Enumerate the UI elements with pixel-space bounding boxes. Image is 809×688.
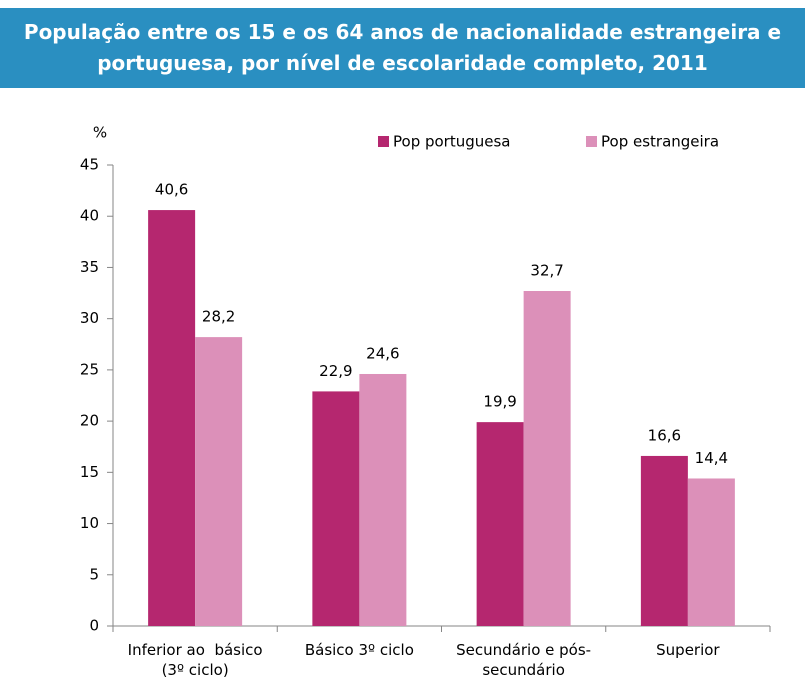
legend-label: Pop estrangeira — [601, 133, 719, 151]
value-label: 16,6 — [648, 426, 681, 444]
y-axis-label: % — [93, 124, 107, 142]
value-label: 22,9 — [319, 362, 352, 380]
y-tick-label: 40 — [80, 207, 99, 225]
bar — [195, 337, 243, 626]
bar — [640, 455, 688, 626]
bar — [523, 291, 571, 626]
y-tick-label: 25 — [80, 360, 99, 378]
chart-title: População entre os 15 e os 64 anos de na… — [0, 8, 805, 88]
legend-swatch — [378, 136, 389, 147]
bar — [687, 478, 735, 626]
y-tick-label: 0 — [89, 617, 99, 635]
value-label: 40,6 — [155, 181, 188, 199]
value-label: 24,6 — [366, 344, 399, 362]
bar — [148, 210, 196, 626]
value-label: 19,9 — [483, 393, 516, 411]
y-tick-label: 10 — [80, 514, 99, 532]
x-tick-label: Básico 3º ciclo — [304, 641, 414, 659]
value-label: 14,4 — [695, 449, 728, 467]
x-tick-label: Inferior ao básico (3º ciclo) — [127, 641, 268, 679]
y-tick-label: 5 — [89, 565, 99, 583]
y-tick-label: 20 — [80, 412, 99, 430]
y-tick-label: 45 — [80, 156, 99, 174]
y-tick-label: 15 — [80, 463, 99, 481]
bar — [476, 422, 524, 626]
legend-label: Pop portuguesa — [393, 133, 511, 151]
bar — [312, 391, 360, 626]
legend-swatch — [586, 136, 597, 147]
x-tick-label: Superior — [656, 641, 720, 659]
value-label: 32,7 — [530, 262, 563, 280]
x-tick-label: Secundário e pós-secundário — [456, 641, 592, 679]
y-tick-label: 35 — [80, 258, 99, 276]
value-label: 28,2 — [202, 308, 235, 326]
bar — [359, 373, 407, 626]
y-tick-label: 30 — [80, 309, 99, 327]
